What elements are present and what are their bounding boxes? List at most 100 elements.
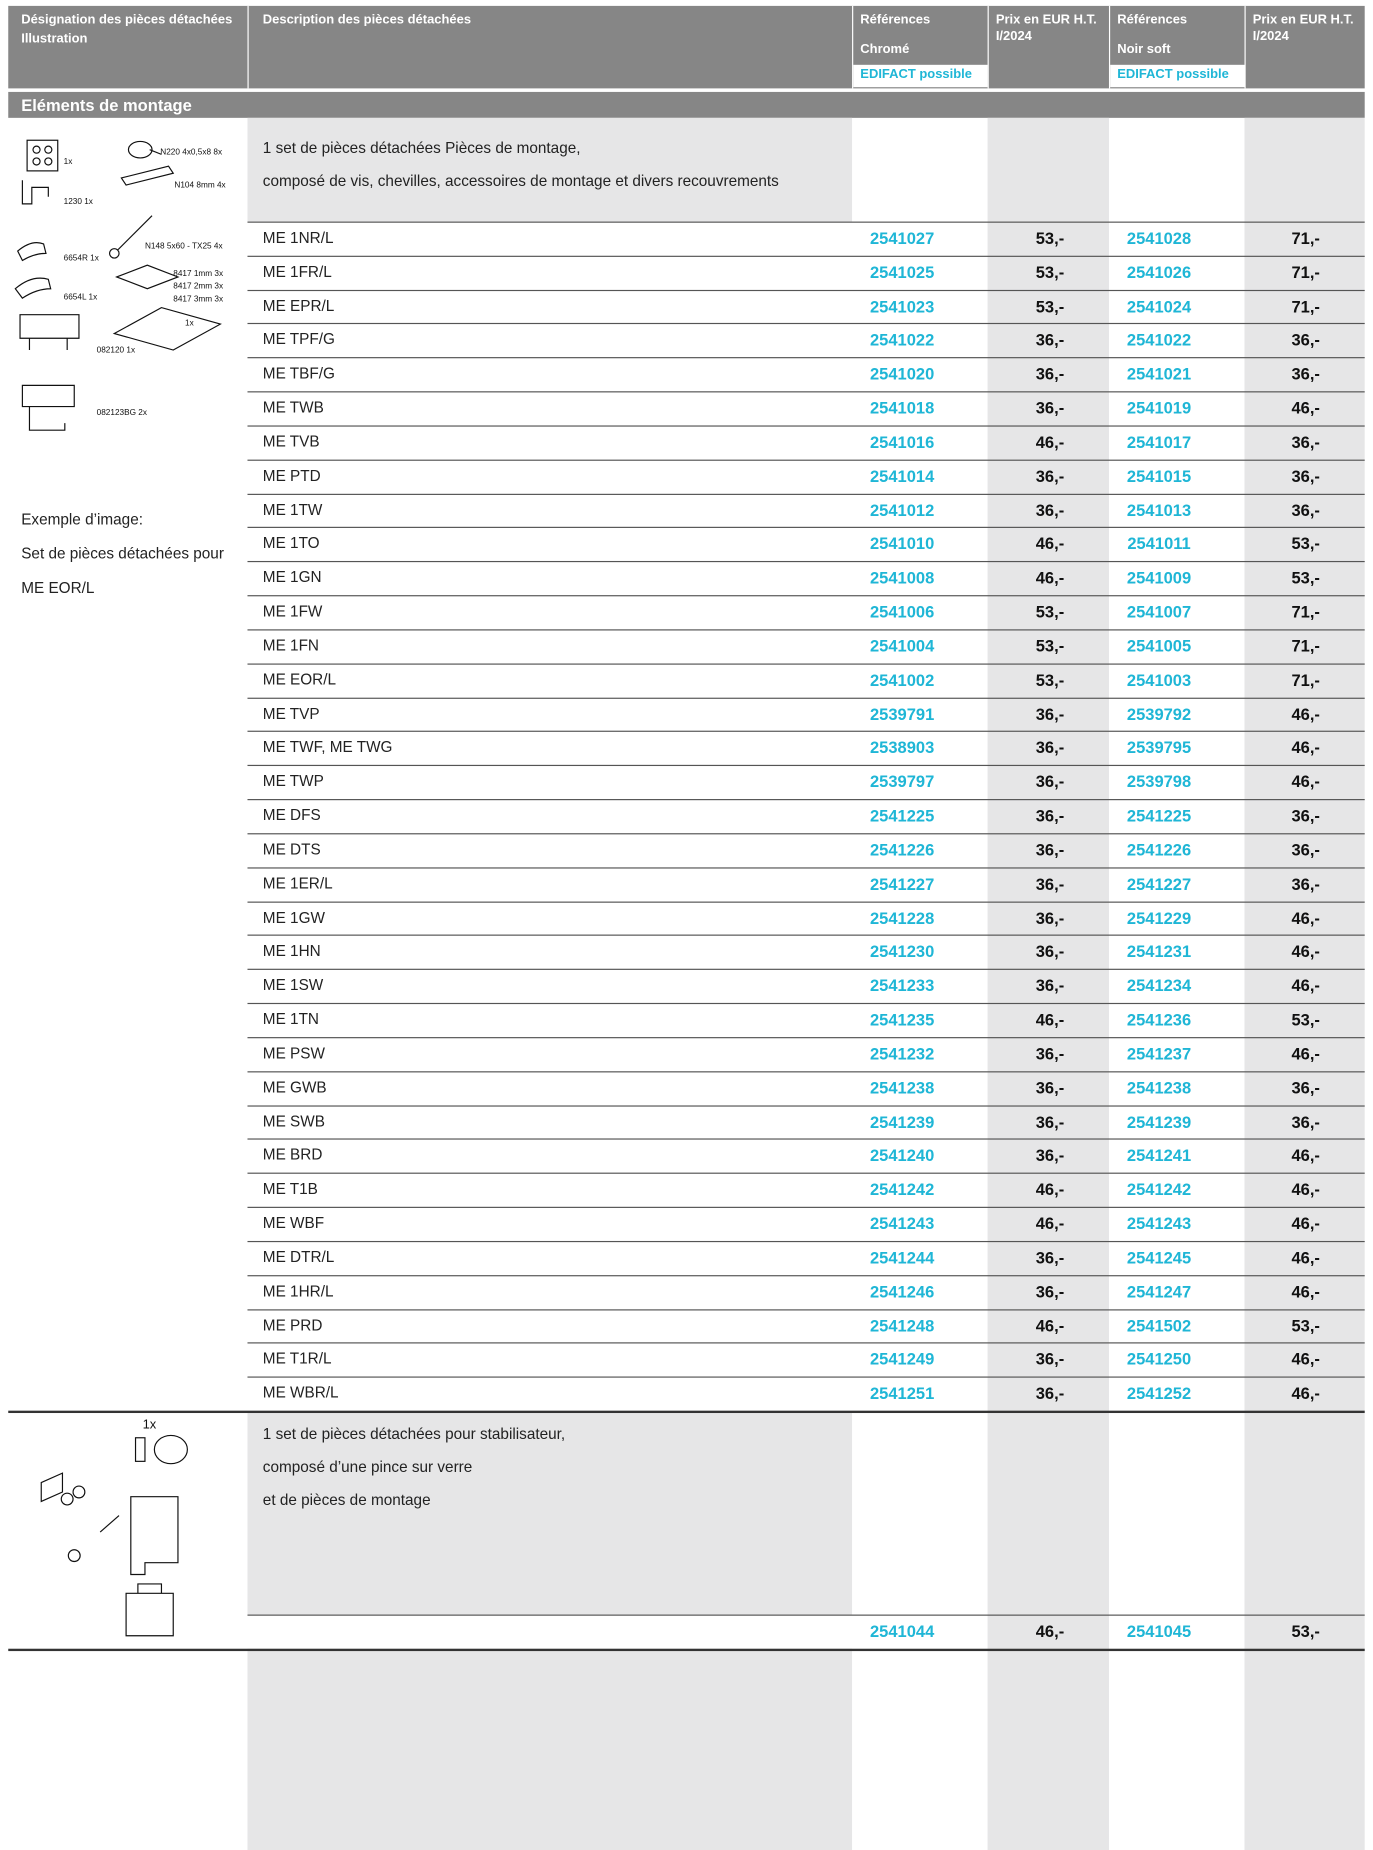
shape bbox=[67, 1549, 81, 1563]
reference: 2541238 bbox=[1126, 1078, 1192, 1097]
label: 082123BG 2x bbox=[97, 408, 148, 417]
price: 53,- bbox=[1035, 296, 1065, 316]
price: 53,- bbox=[1035, 636, 1065, 656]
reference: 2541227 bbox=[870, 874, 935, 894]
row-line bbox=[247, 1614, 1365, 1616]
reference: 2541012 bbox=[870, 500, 935, 520]
row-line bbox=[247, 901, 1365, 903]
caption-line: Set de pièces détachées pour bbox=[21, 544, 224, 563]
row-line bbox=[247, 765, 1365, 767]
row-line bbox=[247, 731, 1365, 733]
price: 36,- bbox=[1035, 1349, 1065, 1369]
row-line bbox=[247, 867, 1365, 869]
price: 46,- bbox=[1035, 1315, 1065, 1335]
shape bbox=[44, 157, 53, 166]
label: 1x bbox=[143, 1416, 157, 1431]
description-shade bbox=[247, 1411, 853, 1615]
reference: 2541229 bbox=[1126, 908, 1192, 928]
reference: 2541008 bbox=[870, 568, 935, 588]
reference: 2541231 bbox=[1126, 942, 1192, 961]
designation: ME PRD bbox=[262, 1315, 323, 1334]
row-line bbox=[247, 799, 1365, 801]
reference: 2541243 bbox=[1126, 1213, 1192, 1233]
shape bbox=[149, 149, 162, 155]
reference: 2541243 bbox=[870, 1213, 935, 1233]
reference: 2541225 bbox=[1126, 806, 1192, 826]
price: 36,- bbox=[1035, 364, 1065, 384]
reference: 2541248 bbox=[870, 1315, 935, 1335]
reference: 2541007 bbox=[1126, 602, 1192, 622]
reference: 2539791 bbox=[870, 704, 935, 724]
reference: 2539797 bbox=[870, 772, 935, 792]
reference: 2541241 bbox=[1126, 1145, 1192, 1165]
reference: 2541249 bbox=[870, 1349, 935, 1369]
reference: 2541242 bbox=[870, 1179, 935, 1199]
reference: 2541240 bbox=[870, 1145, 935, 1165]
designation: ME TWF, ME TWG bbox=[262, 738, 393, 756]
row-line bbox=[247, 323, 1365, 325]
description-shade bbox=[247, 1648, 853, 1850]
row-line bbox=[247, 391, 1365, 393]
shape bbox=[21, 384, 75, 431]
designation: ME T1R/L bbox=[262, 1349, 332, 1368]
header-ref: Références bbox=[1117, 12, 1188, 28]
price: 46,- bbox=[1035, 1179, 1065, 1199]
price: 46,- bbox=[1291, 398, 1320, 418]
reference: 2539795 bbox=[1126, 738, 1192, 758]
header-finish: Chromé bbox=[860, 42, 910, 57]
price: 36,- bbox=[1291, 432, 1320, 452]
price: 36,- bbox=[1035, 500, 1065, 520]
shape bbox=[40, 1472, 64, 1503]
illustration-labels: 1x N220 4x0,5x8 8x N104 8mm 4x 1230 1x N… bbox=[64, 147, 227, 417]
reference: 2541005 bbox=[1126, 636, 1192, 656]
description-line: 1 set de pièces détachées Pièces de mont… bbox=[262, 139, 581, 157]
price: 36,- bbox=[1035, 942, 1065, 961]
reference: 2541235 bbox=[870, 1010, 935, 1029]
divider bbox=[852, 5, 854, 89]
description-line: et de pièces de montage bbox=[262, 1490, 431, 1509]
price: 46,- bbox=[1291, 1281, 1320, 1301]
price: 53,- bbox=[1291, 1010, 1320, 1029]
shape bbox=[130, 1496, 179, 1576]
price: 46,- bbox=[1291, 1145, 1320, 1165]
reference: 2539792 bbox=[1126, 704, 1192, 724]
reference: 2541239 bbox=[1126, 1112, 1192, 1131]
column-shade bbox=[987, 117, 1109, 1850]
row-line bbox=[247, 1070, 1365, 1073]
header-period: I/2024 bbox=[1252, 29, 1289, 44]
label: 1x bbox=[64, 157, 74, 166]
designation: ME DTS bbox=[262, 840, 321, 858]
designation: ME PTD bbox=[262, 466, 321, 485]
reference: 2541227 bbox=[1126, 874, 1192, 894]
designation: ME SWB bbox=[262, 1112, 325, 1130]
price: 36,- bbox=[1035, 330, 1065, 350]
reference: 2541251 bbox=[870, 1383, 935, 1403]
shape bbox=[113, 215, 153, 254]
reference: 2541244 bbox=[870, 1247, 935, 1267]
group-line bbox=[8, 1410, 1365, 1413]
row-line bbox=[247, 1240, 1365, 1243]
price: 46,- bbox=[1291, 1383, 1320, 1403]
row-line bbox=[247, 1036, 1365, 1039]
designation: ME PSW bbox=[262, 1044, 325, 1062]
price: 53,- bbox=[1291, 1315, 1320, 1335]
row-line bbox=[247, 1104, 1365, 1107]
reference: 2541014 bbox=[870, 466, 935, 486]
description-line: composé d’une pince sur verre bbox=[262, 1457, 473, 1476]
reference: 2541246 bbox=[870, 1281, 935, 1301]
description-line: 1 set de pièces détachées pour stabilisa… bbox=[262, 1424, 566, 1443]
reference: 2541237 bbox=[1126, 1044, 1192, 1063]
row-line bbox=[247, 289, 1365, 291]
designation: ME 1FN bbox=[262, 636, 319, 655]
price: 36,- bbox=[1035, 772, 1065, 792]
shape bbox=[112, 306, 222, 351]
row-line bbox=[247, 1342, 1365, 1344]
label: N220 4x0,5x8 8x bbox=[160, 147, 223, 156]
reference: 2541247 bbox=[1126, 1281, 1192, 1301]
label: 6654L 1x bbox=[64, 292, 98, 301]
reference: 2541003 bbox=[1126, 670, 1192, 690]
price: 36,- bbox=[1035, 1112, 1065, 1131]
price: 46,- bbox=[1291, 1179, 1320, 1199]
row-line bbox=[247, 255, 1365, 257]
